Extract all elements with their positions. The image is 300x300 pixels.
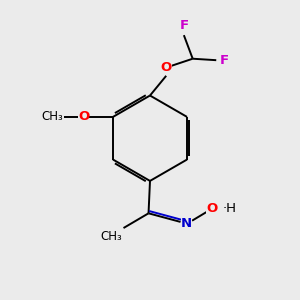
Text: F: F <box>220 54 229 67</box>
Text: CH₃: CH₃ <box>100 230 122 242</box>
Text: N: N <box>181 217 192 230</box>
Text: ·H: ·H <box>223 202 237 215</box>
Text: O: O <box>78 110 89 123</box>
Text: CH₃: CH₃ <box>41 110 63 123</box>
Text: O: O <box>206 202 218 215</box>
Text: F: F <box>179 19 188 32</box>
Text: O: O <box>160 61 172 74</box>
